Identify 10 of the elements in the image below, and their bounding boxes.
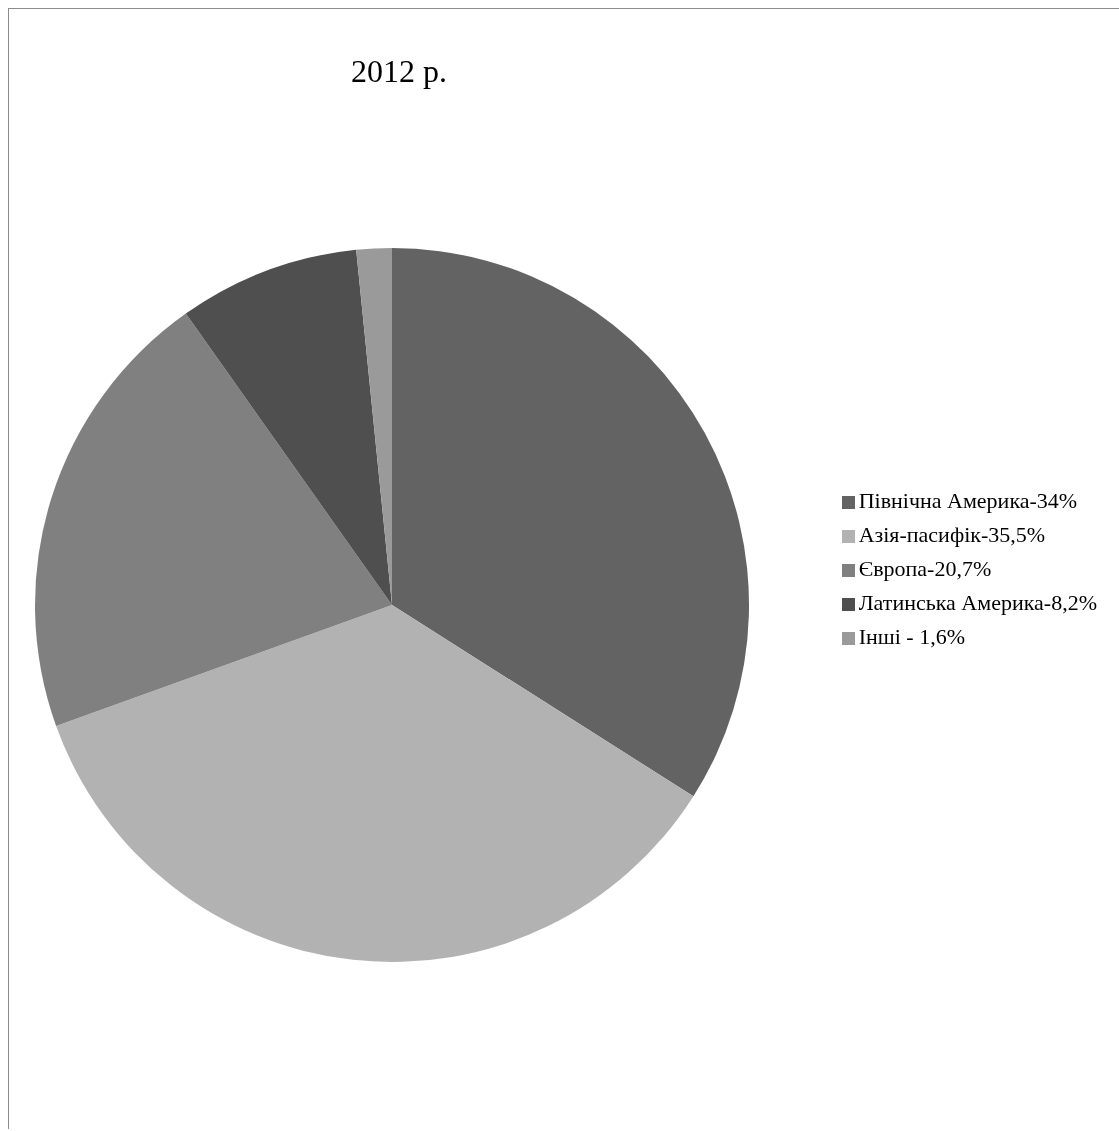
legend-label: Інші - 1,6% [858, 624, 965, 649]
legend-label: Азія-пасифік-35,5% [858, 522, 1046, 547]
pie-slice [56, 605, 694, 962]
pie-slice [185, 249, 392, 605]
chart-title: 2012 р. [350, 53, 448, 90]
pie-slice [35, 313, 392, 726]
legend-label: Північна Америка-34% [858, 488, 1078, 513]
pie-slice [392, 248, 749, 797]
legend-label: Латинська Америка-8,2% [858, 590, 1097, 615]
legend-label: Європа-20,7% [858, 556, 992, 581]
